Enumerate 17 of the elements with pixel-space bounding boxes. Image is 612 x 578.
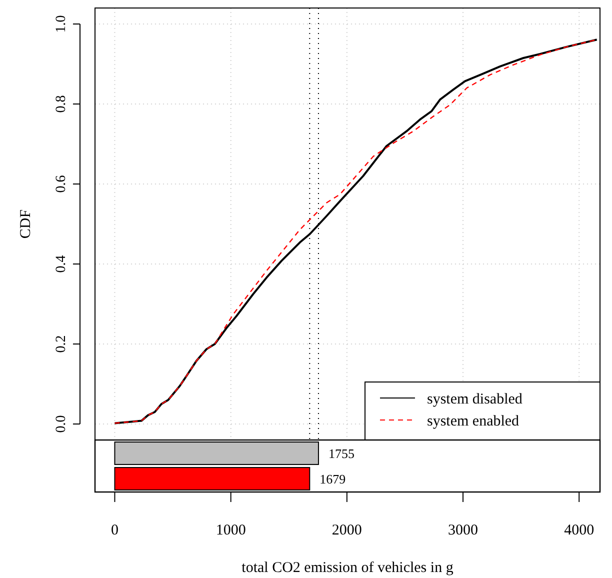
x-axis-title: total CO2 emission of vehicles in g xyxy=(242,560,454,576)
y-tick-label: 0.0 xyxy=(54,415,69,433)
data-label: 1755 xyxy=(328,446,354,461)
y-tick-label: 0.4 xyxy=(54,255,69,273)
x-tick-label: 0 xyxy=(110,522,118,539)
x-tick-label: 3000 xyxy=(448,522,478,539)
legend-label: system enabled xyxy=(427,413,520,430)
x-tick-label: 2000 xyxy=(332,522,362,539)
y-tick-label: 0.8 xyxy=(54,95,69,113)
data-label: 1679 xyxy=(320,471,346,486)
legend-label: system disabled xyxy=(427,391,523,408)
x-tick-label: 4000 xyxy=(564,522,594,539)
y-axis-title: CDF xyxy=(18,209,34,239)
x-tick-label: 1000 xyxy=(216,522,246,539)
y-tick-label: 0.2 xyxy=(54,335,69,353)
y-tick-label: 1.0 xyxy=(54,15,69,33)
y-tick-label: 0.6 xyxy=(54,175,69,193)
